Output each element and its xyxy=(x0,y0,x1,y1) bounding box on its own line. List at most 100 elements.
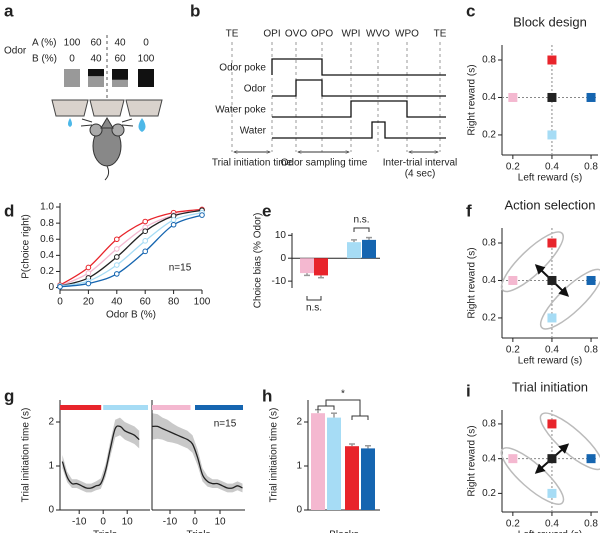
series-marker xyxy=(114,246,120,252)
x-tick-label: -10 xyxy=(72,517,87,528)
block-marker xyxy=(547,130,557,140)
row-name: B (%) xyxy=(32,54,57,65)
x-tick-label: 100 xyxy=(194,297,211,308)
block-bar xyxy=(103,405,148,410)
x-axis-label: Blocks xyxy=(329,530,358,533)
x-tick-label: 10 xyxy=(122,517,134,528)
panel-label: e xyxy=(262,201,271,220)
block-marker xyxy=(586,454,596,464)
series-marker xyxy=(170,217,177,223)
odor-a-fraction xyxy=(64,69,80,87)
row-value: 0 xyxy=(143,38,149,49)
odor-label: Odor xyxy=(4,46,27,57)
row-value: 100 xyxy=(138,54,155,65)
y-tick-label: 1.0 xyxy=(40,202,54,213)
bar xyxy=(362,239,376,259)
x-axis-label: Left reward (s) xyxy=(518,173,582,184)
y-tick-label: 0 xyxy=(48,282,54,293)
block-marker xyxy=(547,313,557,323)
block-marker xyxy=(547,419,557,429)
bar xyxy=(314,258,328,276)
chart-title: Block design xyxy=(513,14,587,29)
y-tick-label: 0.2 xyxy=(482,313,496,324)
y-axis-label: Right reward (s) xyxy=(467,64,478,135)
series-marker xyxy=(142,228,148,234)
x-tick-label: 20 xyxy=(83,297,95,308)
x-tick-label: 0.4 xyxy=(545,162,559,173)
y-tick-label: 2 xyxy=(296,417,302,428)
row-name: A (%) xyxy=(32,38,56,49)
x-tick-label: 0.2 xyxy=(506,519,520,530)
panel-label: d xyxy=(4,201,14,220)
y-axis-label: Right reward (s) xyxy=(467,425,478,496)
block-marker xyxy=(586,275,596,285)
block-marker xyxy=(547,454,557,464)
block-marker xyxy=(547,238,557,248)
series-marker xyxy=(114,262,120,268)
x-tick-label: 0.8 xyxy=(584,345,598,356)
block-marker xyxy=(508,454,518,464)
y-tick-label: 0 xyxy=(280,253,286,264)
x-tick-label: 0.4 xyxy=(545,345,559,356)
trace xyxy=(272,100,446,118)
y-axis-label: Choice bias (% Odor) xyxy=(253,213,264,309)
series-marker xyxy=(57,283,63,290)
trace-label: Odor xyxy=(244,84,267,95)
row-value: 0 xyxy=(69,54,75,65)
event-label: TE xyxy=(226,29,239,40)
series-marker xyxy=(114,236,120,243)
series-marker xyxy=(142,218,148,225)
panel-label: h xyxy=(262,386,272,405)
odor-a-fraction xyxy=(112,79,128,87)
x-tick-label: -10 xyxy=(163,517,178,528)
bar xyxy=(311,413,325,510)
x-tick-label: 40 xyxy=(111,297,123,308)
trace-label: Water poke xyxy=(215,105,266,116)
odor-b-fraction xyxy=(88,69,104,77)
event-label: WPO xyxy=(395,29,419,40)
block-marker xyxy=(508,92,518,102)
y-tick-label: 0.8 xyxy=(482,419,496,430)
x-tick-label: 0.8 xyxy=(584,519,598,530)
panel-label: b xyxy=(190,1,200,20)
error-band xyxy=(152,413,243,493)
x-axis-label: Left reward (s) xyxy=(518,530,582,533)
series-line xyxy=(59,214,203,288)
block-marker xyxy=(547,55,557,65)
annotation: n.s. xyxy=(306,303,322,314)
x-tick-label: 80 xyxy=(168,297,180,308)
trace xyxy=(271,58,446,76)
y-tick-label: 1 xyxy=(48,461,54,472)
series-line xyxy=(152,425,243,489)
event-label: OPI xyxy=(263,29,280,40)
x-tick-label: 0.2 xyxy=(506,345,520,356)
series-line xyxy=(59,212,203,287)
bracket xyxy=(353,227,370,232)
y-tick-label: 1 xyxy=(296,461,302,472)
y-tick-label: 0.8 xyxy=(40,218,54,229)
bracket xyxy=(317,399,369,420)
interval-label: Trial initiation time xyxy=(212,158,293,169)
series-marker xyxy=(85,264,92,271)
x-tick-label: 0 xyxy=(57,297,63,308)
annotation: n.s. xyxy=(353,215,369,226)
y-axis-label: Trial initiation time (s) xyxy=(21,408,32,503)
y-axis-label: Trial initiation time (s) xyxy=(269,408,280,503)
x-axis-label: Left reward (s) xyxy=(518,356,582,367)
block-marker xyxy=(547,275,557,285)
annotation: n=15 xyxy=(169,263,192,274)
annotation: * xyxy=(341,389,345,400)
bracket xyxy=(306,296,322,301)
error-band xyxy=(62,417,140,493)
event-label: WVO xyxy=(366,29,390,40)
panel-label: g xyxy=(4,386,14,405)
series-marker xyxy=(199,212,205,218)
y-tick-label: -10 xyxy=(272,276,287,287)
row-value: 100 xyxy=(64,38,81,49)
y-tick-label: 0.4 xyxy=(482,92,496,103)
x-tick-label: 0 xyxy=(192,517,198,528)
x-axis-label: Odor B (%) xyxy=(106,310,156,321)
y-tick-label: 0.4 xyxy=(482,453,496,464)
row-value: 60 xyxy=(114,54,126,65)
